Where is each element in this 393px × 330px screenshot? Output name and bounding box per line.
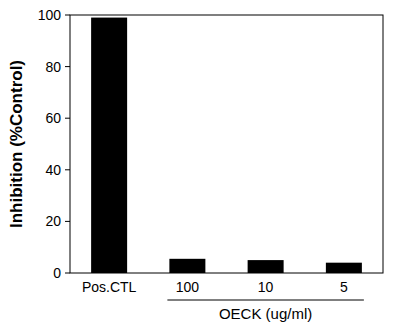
bar (91, 18, 127, 273)
y-axis-label: Inhibition (%Control) (7, 60, 26, 228)
y-tick (65, 273, 70, 274)
x-tick-label: Pos.CTL (82, 279, 137, 295)
x-tick-label: 100 (176, 279, 200, 295)
y-tick (65, 66, 70, 67)
y-tick (65, 118, 70, 119)
group-line (167, 300, 364, 301)
y-tick-label: 60 (45, 110, 61, 126)
y-tick-label: 40 (45, 162, 61, 178)
x-tick-label: 5 (340, 279, 348, 295)
y-tick-label: 100 (38, 7, 62, 23)
bar (169, 259, 205, 273)
chart: 0 20 40 60 80 100 Pos.CTL 100 10 5 OECK (ug/ml) Inh… (0, 0, 393, 330)
y-tick (65, 169, 70, 170)
plot-frame (70, 15, 383, 273)
y-tick-label: 0 (53, 265, 61, 281)
y-tick-label: 20 (45, 213, 61, 229)
y-tick-label: 80 (45, 59, 61, 75)
x-axis-label: OECK (ug/ml) (219, 305, 312, 322)
y-tick (65, 15, 70, 16)
bar (326, 263, 362, 273)
bar (248, 260, 284, 273)
x-tick-label: 10 (258, 279, 274, 295)
y-tick (65, 221, 70, 222)
